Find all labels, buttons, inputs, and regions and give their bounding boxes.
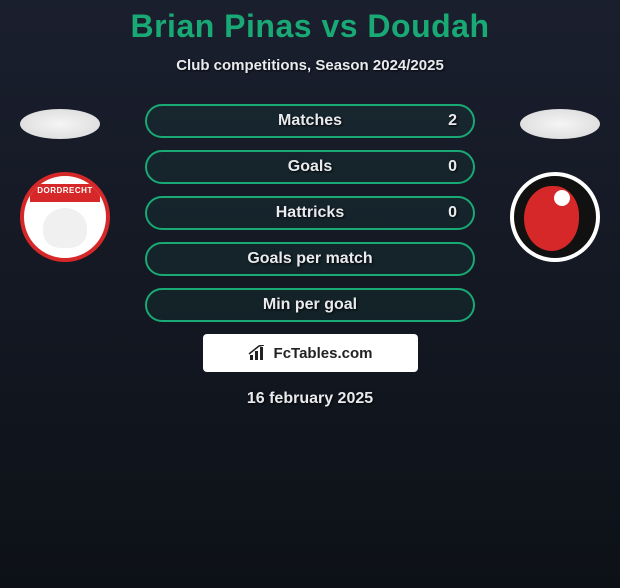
sheep-icon xyxy=(43,208,87,248)
player2-name: Doudah xyxy=(367,8,489,44)
stat-row-min-per-goal: Min per goal xyxy=(145,288,475,322)
stat-value-right: 2 xyxy=(448,112,457,130)
club2-crest-icon xyxy=(510,172,600,262)
player1-club-crest: DORDRECHT xyxy=(20,172,110,262)
date-text: 16 february 2025 xyxy=(0,390,620,408)
stat-row-matches: Matches 2 xyxy=(145,104,475,138)
chart-icon xyxy=(248,345,268,361)
stat-row-hattricks: Hattricks 0 xyxy=(145,196,475,230)
stat-row-goals-per-match: Goals per match xyxy=(145,242,475,276)
comparison-content: DORDRECHT Matches 2 Goals 0 Hattricks 0 … xyxy=(0,104,620,408)
stat-label: Goals per match xyxy=(147,250,473,268)
player1-headshot xyxy=(20,109,100,139)
subtitle: Club competitions, Season 2024/2025 xyxy=(0,57,620,74)
stat-value-right: 0 xyxy=(448,204,457,222)
page-title: Brian Pinas vs Doudah xyxy=(0,8,620,45)
stat-label: Min per goal xyxy=(147,296,473,314)
player2-headshot xyxy=(520,109,600,139)
vs-separator: vs xyxy=(321,8,358,44)
player2-club-crest xyxy=(510,172,600,262)
stats-list: Matches 2 Goals 0 Hattricks 0 Goals per … xyxy=(145,104,475,322)
crest-label: DORDRECHT xyxy=(24,186,106,195)
player1-name: Brian Pinas xyxy=(130,8,312,44)
attribution-text: FcTables.com xyxy=(274,345,373,362)
stat-label: Goals xyxy=(147,158,473,176)
stat-label: Matches xyxy=(147,112,473,130)
attribution-badge: FcTables.com xyxy=(203,334,418,372)
stat-label: Hattricks xyxy=(147,204,473,222)
stat-row-goals: Goals 0 xyxy=(145,150,475,184)
stat-value-right: 0 xyxy=(448,158,457,176)
dordrecht-crest-icon: DORDRECHT xyxy=(20,172,110,262)
